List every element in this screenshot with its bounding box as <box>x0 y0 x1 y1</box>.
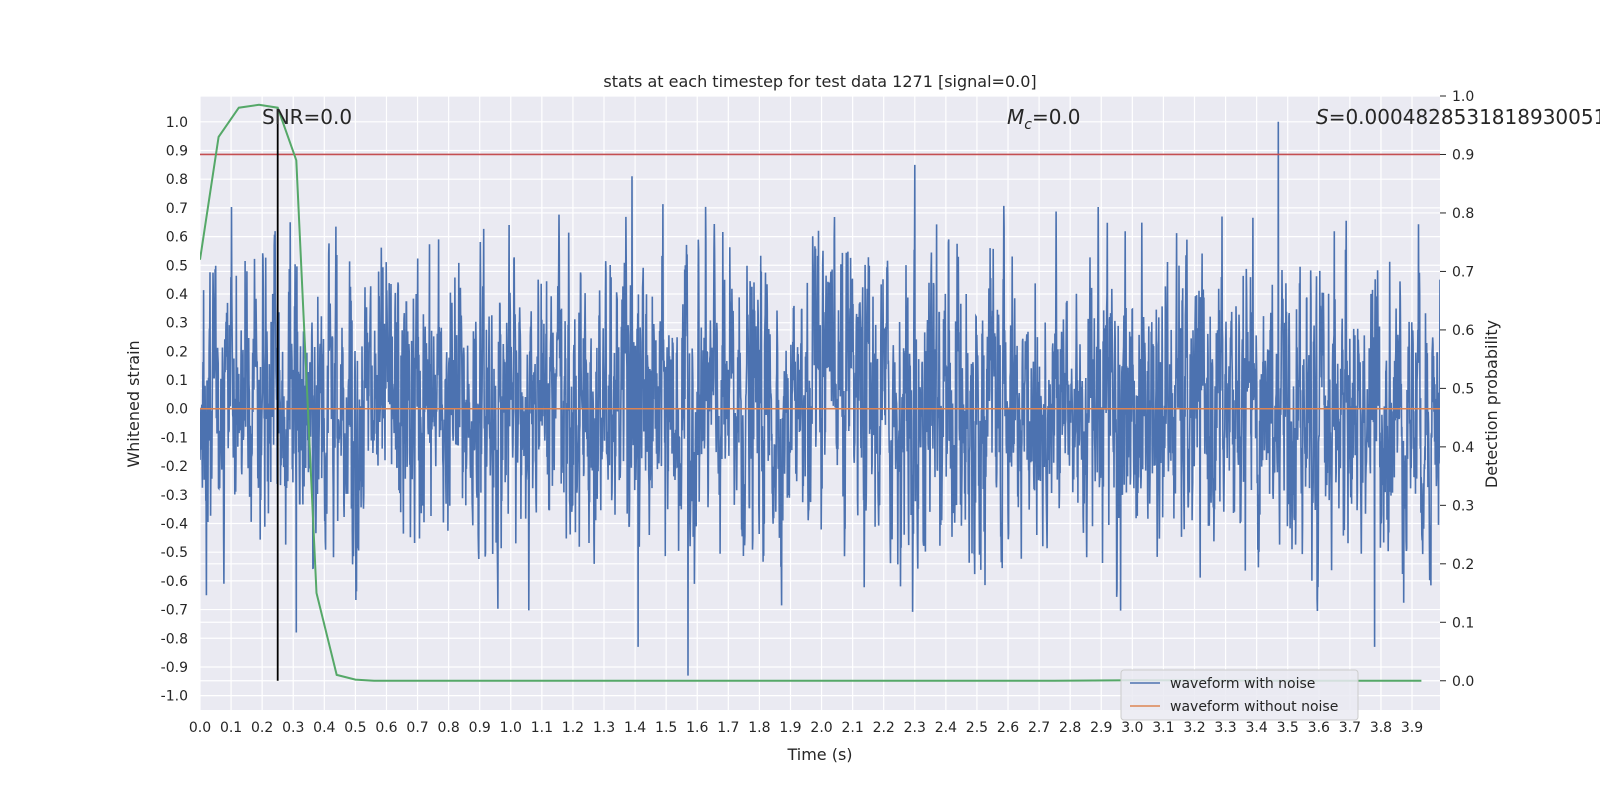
x-tick-label: 3.0 <box>1121 720 1143 736</box>
plot-area <box>200 103 1440 682</box>
snr-annotation: SNR=0.0 <box>262 105 352 129</box>
y-tick-label: 0.6 <box>166 230 188 246</box>
y-tick-label: -1.0 <box>161 689 188 705</box>
y-tick-label: 0.2 <box>166 344 188 360</box>
y-tick-label: 0.0 <box>166 402 188 418</box>
x-tick-label: 2.5 <box>966 720 988 736</box>
y-tick-label: -0.8 <box>161 631 188 647</box>
y-axis-label: Whitened strain <box>124 340 143 467</box>
x-tick-label: 2.1 <box>841 720 863 736</box>
x-tick-label: 3.8 <box>1370 720 1392 736</box>
x-tick-label: 3.6 <box>1308 720 1330 736</box>
y2-tick-label: 0.3 <box>1452 498 1474 514</box>
y-tick-label: -0.5 <box>161 545 188 561</box>
y-tick-label: 0.9 <box>166 144 188 160</box>
y2-tick-label: 0.5 <box>1452 381 1474 397</box>
x-tick-label: 2.6 <box>997 720 1019 736</box>
x-tick-labels: 0.0 0.1 0.2 0.3 0.4 0.5 0.6 0.7 0.8 0.9 1.0 1.1 1.2 1… <box>189 720 1423 736</box>
x-tick-label: 3.5 <box>1277 720 1299 736</box>
y2-tick-label: 0.2 <box>1452 557 1474 573</box>
x-tick-label: 2.0 <box>810 720 832 736</box>
x-tick-label: 1.5 <box>655 720 677 736</box>
x-tick-label: 2.9 <box>1090 720 1112 736</box>
x-tick-label: 0.3 <box>282 720 304 736</box>
y2-axis-label: Detection probability <box>1482 320 1501 488</box>
y2-tick-labels: 1.0 0.9 0.8 0.7 0.6 0.5 0.4 0.3 0.2 0.1 0.0 <box>1440 89 1474 690</box>
x-tick-label: 0.4 <box>313 720 335 736</box>
x-tick-label: 2.3 <box>904 720 926 736</box>
x-axis-label: Time (s) <box>786 745 852 764</box>
y-tick-label: -0.4 <box>161 517 188 533</box>
x-tick-label: 3.1 <box>1152 720 1174 736</box>
x-tick-label: 0.7 <box>406 720 428 736</box>
y-tick-label: 0.3 <box>166 316 188 332</box>
y-tick-labels: 1.0 0.9 0.8 0.7 0.6 0.5 0.4 0.3 0.2 0.1 0.0 -0.1 -0.… <box>161 115 188 705</box>
legend: waveform with noise waveform without noi… <box>1120 669 1359 721</box>
x-tick-label: 2.2 <box>873 720 895 736</box>
x-tick-label: 0.1 <box>220 720 242 736</box>
x-tick-label: 0.6 <box>375 720 397 736</box>
legend-box <box>1120 669 1359 721</box>
y2-tick-label: 0.0 <box>1452 674 1474 690</box>
series-detection-probability <box>200 103 1422 682</box>
s-annotation: S=0.0004828531818930051 <box>1316 105 1600 129</box>
x-tick-label: 1.0 <box>500 720 522 736</box>
x-tick-label: 1.1 <box>531 720 553 736</box>
legend-label-clean: waveform without noise <box>1170 699 1338 715</box>
x-tick-label: 1.3 <box>593 720 615 736</box>
y-tick-label: 0.8 <box>166 172 188 188</box>
y-tick-label: -0.2 <box>161 459 188 475</box>
x-tick-label: 3.9 <box>1401 720 1423 736</box>
x-tick-label: 0.9 <box>469 720 491 736</box>
x-tick-label: 2.4 <box>935 720 957 736</box>
y-tick-label: -0.9 <box>161 660 188 676</box>
x-tick-label: 0.2 <box>251 720 273 736</box>
y-tick-label: -0.3 <box>161 488 188 504</box>
x-tick-label: 3.2 <box>1183 720 1205 736</box>
x-tick-label: 1.2 <box>562 720 584 736</box>
x-tick-label: 3.4 <box>1246 720 1268 736</box>
x-tick-label: 0.0 <box>189 720 211 736</box>
y2-tick-label: 0.6 <box>1452 323 1474 339</box>
y-tick-label: 0.4 <box>166 287 188 303</box>
x-tick-label: 1.8 <box>748 720 770 736</box>
y-tick-label: 0.5 <box>166 258 188 274</box>
y-tick-label: -0.1 <box>161 430 188 446</box>
x-tick-label: 2.7 <box>1028 720 1050 736</box>
y2-tick-label: 0.4 <box>1452 440 1474 456</box>
x-tick-label: 0.8 <box>437 720 459 736</box>
y-tick-label: -0.7 <box>161 603 188 619</box>
y2-tick-label: 0.1 <box>1452 615 1474 631</box>
y2-tick-label: 0.7 <box>1452 264 1474 280</box>
x-tick-label: 3.7 <box>1339 720 1361 736</box>
x-tick-label: 1.9 <box>779 720 801 736</box>
y-tick-label: 0.1 <box>166 373 188 389</box>
legend-label-noisy: waveform with noise <box>1170 676 1315 692</box>
y-tick-label: -0.6 <box>161 574 188 590</box>
y-tick-label: 0.7 <box>166 201 188 217</box>
y2-tick-label: 0.9 <box>1452 147 1474 163</box>
x-tick-label: 0.5 <box>344 720 366 736</box>
x-tick-label: 1.6 <box>686 720 708 736</box>
y-tick-label: 1.0 <box>166 115 188 131</box>
y2-tick-label: 0.8 <box>1452 206 1474 222</box>
series-waveform-with-noise <box>200 121 1440 676</box>
chirp-mass-annotation: Mc=0.0 <box>1007 105 1081 133</box>
x-tick-label: 2.8 <box>1059 720 1081 736</box>
x-tick-label: 1.4 <box>624 720 646 736</box>
y2-tick-label: 1.0 <box>1452 89 1474 105</box>
x-tick-label: 1.7 <box>717 720 739 736</box>
x-tick-label: 3.3 <box>1214 720 1236 736</box>
chart-title: stats at each timestep for test data 127… <box>603 72 1036 91</box>
